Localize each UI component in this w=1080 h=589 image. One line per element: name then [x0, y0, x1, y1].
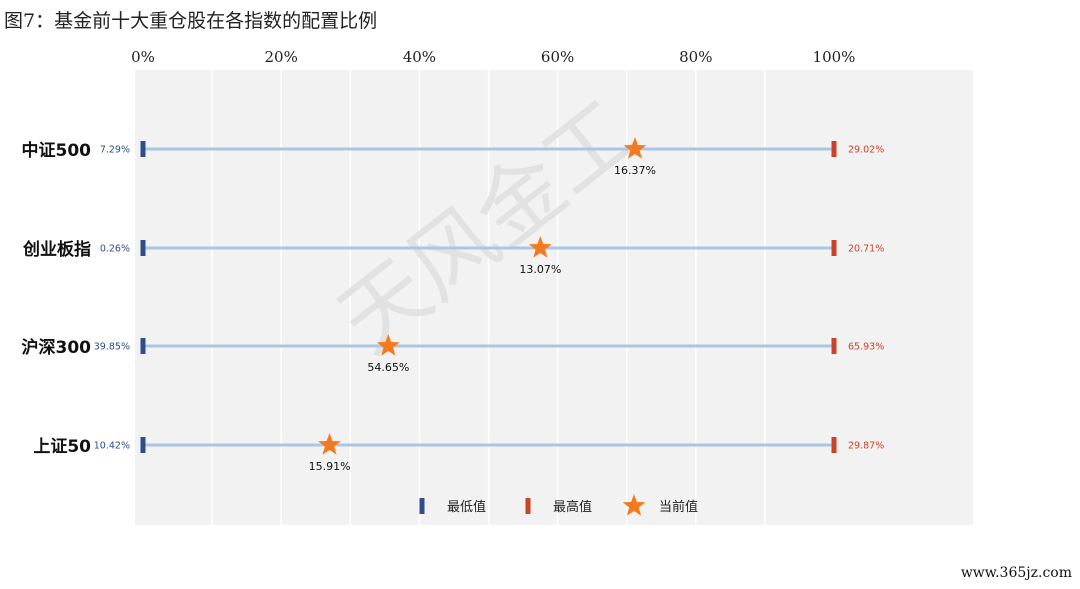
low-value-label: 39.85% [94, 342, 130, 353]
low-value-label: 0.26% [100, 244, 130, 255]
current-star [318, 433, 341, 455]
legend-label: 最高值 [553, 499, 592, 515]
current-star [528, 236, 552, 258]
row-3: 沪深300 39.85% 65.93% 54.65% [22, 334, 884, 374]
gridlines [211, 70, 766, 525]
high-value-label: 29.87% [848, 441, 884, 452]
x-tick-label: 0% [131, 48, 155, 66]
low-value-label: 7.29% [100, 145, 130, 156]
low-value-label: 10.42% [94, 441, 130, 452]
current-star [623, 137, 647, 159]
low-marker [140, 437, 146, 453]
row-2: 创业板指 0.26% 20.71% 13.07% [22, 236, 884, 276]
high-marker [831, 338, 837, 354]
high-value-label: 20.71% [848, 244, 884, 255]
current-value-label: 13.07% [519, 263, 561, 276]
legend-item-high: 最高值 [525, 498, 592, 515]
x-tick-label: 60% [541, 48, 574, 66]
low-marker [140, 240, 146, 256]
figure-title: 图7：基金前十大重仓股在各指数的配置比例 [4, 10, 378, 32]
x-axis-ticks: 0% 20% 40% 60% 80% 100% [131, 48, 855, 66]
category-label: 创业板指 [22, 239, 91, 260]
category-label: 中证500 [22, 140, 92, 161]
current-star [376, 334, 400, 356]
high-marker [831, 437, 837, 453]
legend-low-marker [419, 498, 425, 514]
high-value-label: 29.02% [848, 145, 884, 156]
row-4: 上证50 10.42% 29.87% 15.91% [33, 433, 884, 473]
legend-label: 当前值 [659, 499, 698, 515]
x-tick-label: 100% [813, 48, 856, 66]
category-label: 上证50 [33, 437, 91, 457]
legend-label: 最低值 [447, 499, 486, 515]
high-marker [831, 141, 837, 157]
row-1: 中证500 7.29% 29.02% 16.37% [22, 137, 884, 177]
x-tick-label: 40% [403, 48, 436, 66]
x-tick-label: 20% [265, 48, 298, 66]
current-value-label: 16.37% [614, 164, 656, 177]
high-marker [831, 240, 837, 256]
x-tick-label: 80% [679, 48, 712, 66]
low-marker [140, 141, 146, 157]
footer-url: www.365jz.com [960, 565, 1072, 581]
legend: 最低值 最高值 当前值 [419, 494, 698, 516]
current-value-label: 54.65% [367, 361, 409, 374]
data-rows: 中证500 7.29% 29.02% 16.37% 创业板指 0.26% 20.71% 13.… [22, 137, 884, 473]
category-label: 沪深300 [22, 337, 92, 358]
legend-high-marker [525, 498, 531, 514]
current-value-label: 15.91% [309, 460, 351, 473]
legend-item-low: 最低值 [419, 498, 486, 515]
low-marker [140, 338, 146, 354]
legend-current-star [622, 494, 646, 516]
high-value-label: 65.93% [848, 342, 884, 353]
legend-item-current: 当前值 [622, 494, 698, 516]
